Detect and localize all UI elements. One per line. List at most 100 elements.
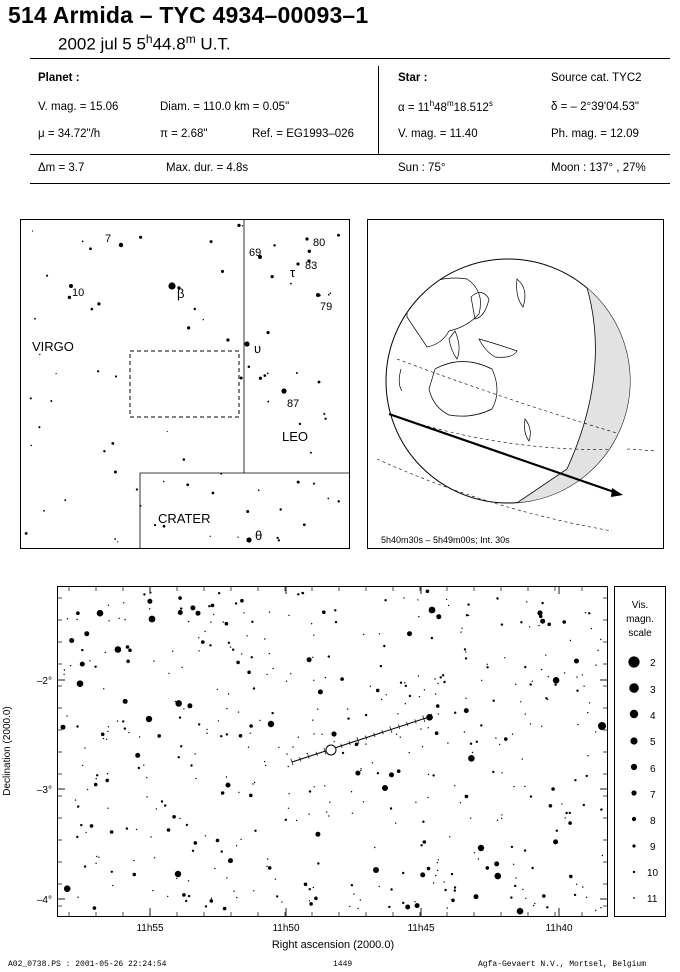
footer-page: 1449 xyxy=(333,960,353,969)
field-star xyxy=(210,621,212,623)
planet-reference: Ref. = EG1993–026 xyxy=(252,128,354,140)
field-star xyxy=(103,688,105,690)
star-ra-hours: α = 11 xyxy=(398,101,430,114)
field-star xyxy=(385,694,387,696)
field-star xyxy=(194,753,196,755)
field-star xyxy=(306,752,308,755)
field-star xyxy=(388,905,391,909)
field-star xyxy=(308,888,311,891)
field-star xyxy=(118,617,120,619)
field-star xyxy=(252,783,254,785)
planet-track-tick xyxy=(356,736,360,744)
field-star xyxy=(227,693,230,695)
field-star xyxy=(318,690,321,693)
field-star xyxy=(547,676,549,678)
field-star xyxy=(477,858,480,860)
finder-star xyxy=(135,488,139,491)
field-star xyxy=(526,601,528,603)
finder-star xyxy=(276,536,279,540)
track-arrow xyxy=(611,488,623,497)
field-star xyxy=(577,723,579,726)
field-star xyxy=(423,689,426,691)
field-star xyxy=(383,644,386,648)
info-divider xyxy=(378,66,379,154)
field-star xyxy=(414,903,420,909)
field-star xyxy=(528,626,531,628)
field-star xyxy=(76,835,79,839)
field-star xyxy=(95,777,97,780)
event-hour-unit: h xyxy=(145,32,153,46)
info-bottom-rule xyxy=(30,183,670,184)
field-star xyxy=(403,597,405,599)
field-star xyxy=(77,805,80,808)
field-star xyxy=(86,788,89,791)
field-star xyxy=(542,894,546,898)
field-star xyxy=(521,758,523,760)
field-star xyxy=(281,901,283,903)
field-star xyxy=(520,621,523,624)
field-star xyxy=(110,870,114,873)
field-star xyxy=(150,836,152,838)
legend-dot xyxy=(631,790,637,796)
finder-star xyxy=(187,326,191,330)
legend-mag-4: 4 xyxy=(650,711,656,722)
field-star xyxy=(573,893,577,897)
field-star xyxy=(84,747,86,749)
field-star xyxy=(123,727,127,730)
star-phmag: Ph. mag. = 12.09 xyxy=(551,128,639,140)
field-star xyxy=(384,599,387,602)
legend-dot xyxy=(631,816,637,822)
field-star xyxy=(93,782,98,787)
field-star xyxy=(447,604,450,607)
planet-diameter: Diam. = 110.0 km = 0.05" xyxy=(160,101,290,113)
field-star xyxy=(309,902,313,906)
bright-field-star xyxy=(477,844,485,852)
field-star xyxy=(60,724,66,730)
field-star xyxy=(201,640,205,644)
field-star xyxy=(515,877,517,879)
field-star xyxy=(251,620,254,623)
finder-star-named xyxy=(307,259,311,263)
field-star xyxy=(310,623,313,625)
field-star xyxy=(504,657,506,659)
finder-star xyxy=(237,536,239,538)
field-star xyxy=(297,593,300,596)
field-star xyxy=(76,725,79,728)
legend-dot xyxy=(628,656,640,668)
bright-field-star xyxy=(148,615,156,623)
target-star-marker xyxy=(325,744,337,756)
field-star xyxy=(220,791,225,795)
field-star xyxy=(420,872,426,878)
field-star xyxy=(107,726,110,728)
bright-field-star xyxy=(428,606,436,614)
field-star xyxy=(133,859,135,862)
field-star xyxy=(420,728,422,730)
field-star xyxy=(341,751,345,755)
planet-parallax: π = 2.68" xyxy=(160,128,208,140)
field-star xyxy=(461,627,463,629)
field-star xyxy=(464,794,469,799)
star-label-theta: θ xyxy=(255,528,262,543)
constellation-crater: CRATER xyxy=(158,511,210,526)
field-star xyxy=(263,760,266,763)
finder-star xyxy=(39,353,41,356)
shadow-path-extension xyxy=(376,448,658,532)
planet-vmag: V. mag. = 15.06 xyxy=(38,101,119,113)
field-star xyxy=(249,793,253,798)
info-top-rule xyxy=(30,58,670,59)
field-star xyxy=(176,877,178,880)
occultation-track xyxy=(388,412,618,495)
field-star xyxy=(486,666,489,669)
event-datetime: 2002 jul 5 5h44.8m U.T. xyxy=(58,32,231,55)
field-star xyxy=(83,865,87,868)
chart-stars xyxy=(60,589,606,915)
star-label-69: 69 xyxy=(249,247,261,259)
finder-star-named xyxy=(118,242,124,248)
finder-star-named xyxy=(281,388,287,394)
field-star xyxy=(465,651,467,653)
field-star xyxy=(561,803,563,805)
field-star xyxy=(582,803,585,807)
bright-field-star xyxy=(267,720,275,728)
field-star xyxy=(123,602,125,604)
field-star xyxy=(100,732,105,737)
